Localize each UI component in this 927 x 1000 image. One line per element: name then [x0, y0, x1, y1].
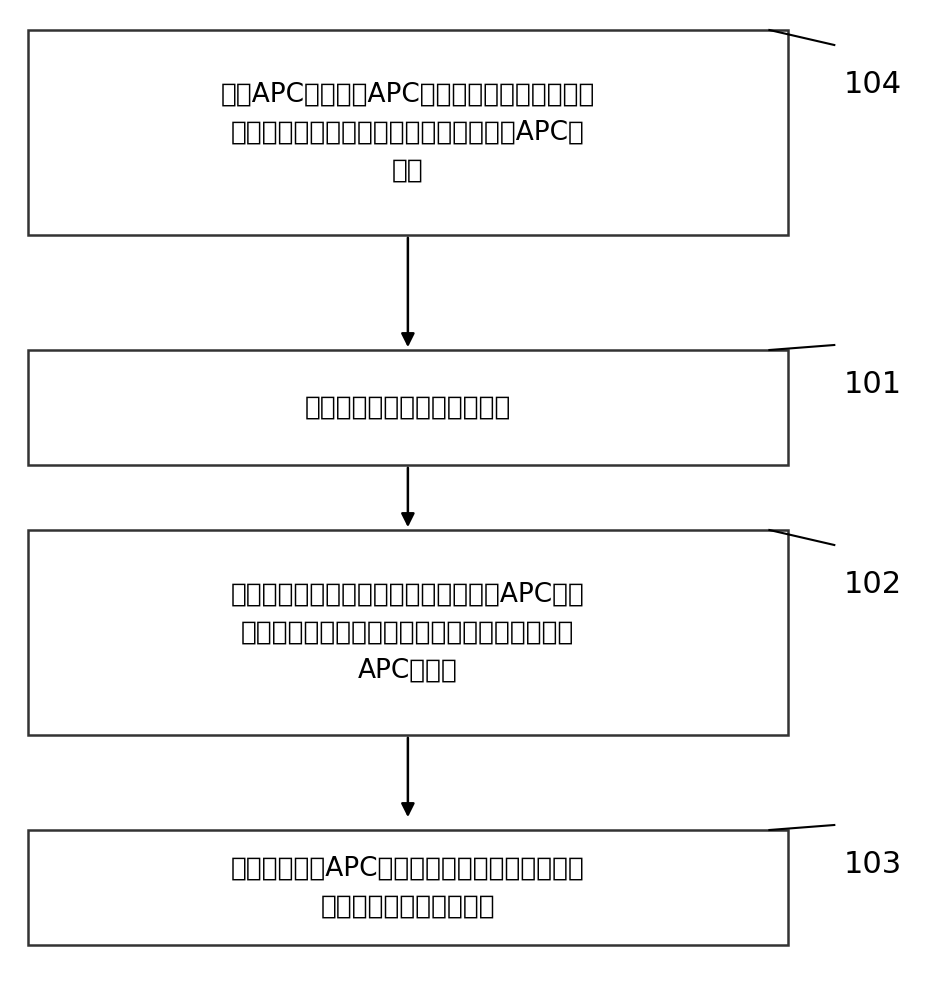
Text: 获取光模块的当前环境温度值: 获取光模块的当前环境温度值 — [305, 394, 511, 420]
Text: 根据当前最佳APC电压值调整光模块的偏置电流
以稳定光模块的发光功率: 根据当前最佳APC电压值调整光模块的偏置电流 以稳定光模块的发光功率 — [231, 856, 585, 920]
Bar — [28, 830, 788, 945]
Text: 根据当前环境温度值查找自动功率控制APC补偿
表，获取光模块在当前环境温度值下的当前最佳
APC电压值: 根据当前环境温度值查找自动功率控制APC补偿 表，获取光模块在当前环境温度值下的… — [231, 582, 585, 684]
Bar — [28, 530, 788, 735]
Text: 101: 101 — [844, 370, 902, 399]
Text: 获取APC补偿表，APC补偿表中包括环境温度区
间以及在环境温度区间内时光模块的最佳APC电
压值: 获取APC补偿表，APC补偿表中包括环境温度区 间以及在环境温度区间内时光模块的… — [221, 82, 595, 184]
Text: 102: 102 — [844, 570, 902, 599]
Bar — [28, 350, 788, 465]
Text: 104: 104 — [844, 70, 902, 99]
Bar — [28, 30, 788, 235]
Text: 103: 103 — [844, 850, 902, 879]
